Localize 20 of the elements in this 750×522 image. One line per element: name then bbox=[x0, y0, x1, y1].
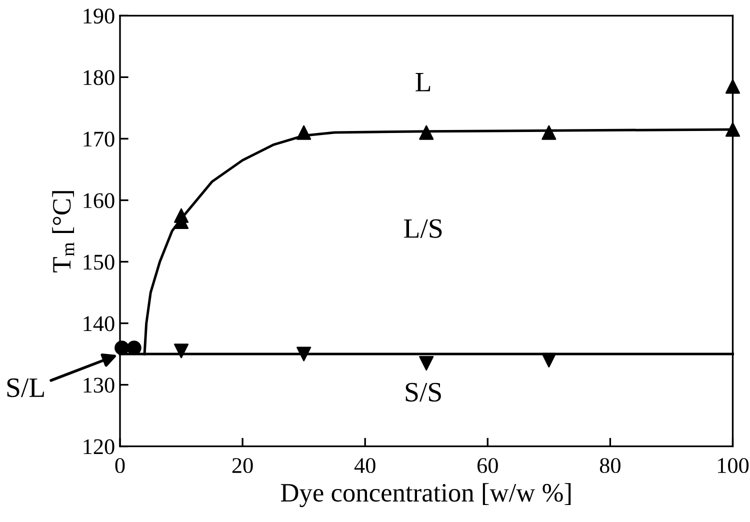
y-tick-label: 150 bbox=[84, 254, 114, 270]
y-tick-label: 120 bbox=[84, 439, 114, 454]
y-axis-title: T$_{m}$ [°C] bbox=[52, 191, 74, 272]
x-tick-label: 0 bbox=[115, 458, 125, 474]
x-tick-label: 20 bbox=[232, 458, 253, 474]
y-tick-label: 130 bbox=[84, 378, 114, 393]
y-tick-label: 170 bbox=[84, 132, 114, 147]
y-tick-label: 190 bbox=[84, 8, 114, 24]
y-tick-label: 140 bbox=[84, 316, 114, 332]
x-tick-label: 40 bbox=[354, 458, 376, 474]
x-tick-label: 100 bbox=[718, 458, 749, 474]
annotation: L/S bbox=[404, 219, 442, 238]
y-tick-label: 180 bbox=[84, 70, 114, 86]
x-tick-label: 80 bbox=[600, 458, 620, 474]
annotation: S/S bbox=[406, 382, 441, 402]
x-tick-label: 60 bbox=[477, 458, 498, 474]
annotation: L bbox=[416, 73, 430, 92]
annotation: S/L bbox=[7, 378, 44, 398]
x-axis-title: Dye concentration [w/w %] bbox=[280, 483, 571, 508]
y-tick-label: 160 bbox=[84, 193, 114, 208]
